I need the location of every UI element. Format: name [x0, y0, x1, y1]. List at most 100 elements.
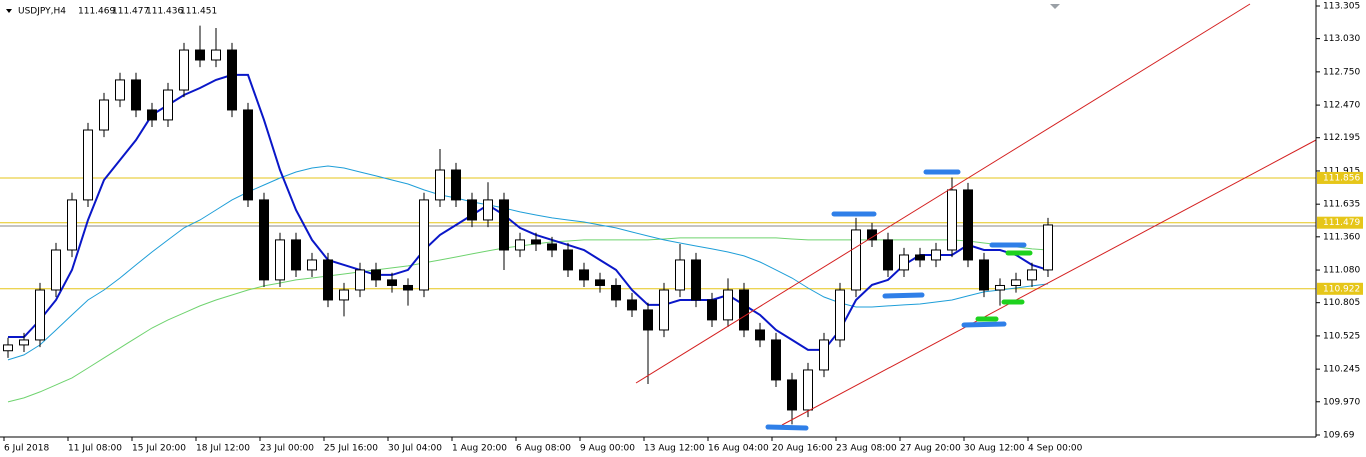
- candle-body: [883, 239, 893, 271]
- candle-body: [227, 49, 237, 111]
- candle-body: [787, 379, 797, 411]
- candle-body: [1011, 279, 1021, 286]
- candle-body: [579, 269, 589, 281]
- y-tick-label: 111.915: [1323, 166, 1360, 176]
- candle-body: [323, 259, 333, 301]
- candle-body: [819, 339, 829, 371]
- x-tick-label: 9 Aug 00:00: [580, 444, 635, 454]
- candle-body: [35, 289, 45, 341]
- candle-body: [899, 254, 909, 271]
- candle-body: [51, 249, 61, 291]
- candle-body: [3, 344, 13, 352]
- candle-body: [771, 339, 781, 381]
- candle-body: [483, 199, 493, 221]
- symbol-title: USDJPY,H4: [18, 7, 66, 17]
- candle-body: [915, 254, 925, 261]
- candle-body: [707, 299, 717, 321]
- x-tick-label: 27 Aug 20:00: [900, 444, 961, 454]
- candle-body: [387, 279, 397, 286]
- candle-body: [611, 284, 621, 301]
- x-tick-label: 6 Jul 2018: [4, 444, 49, 454]
- candle-body: [371, 269, 381, 281]
- candle-body: [1027, 269, 1037, 281]
- level-label-bg: [1317, 282, 1363, 295]
- x-tick-label: 15 Jul 20:00: [132, 444, 186, 454]
- candle-body: [339, 289, 349, 301]
- candle-body: [675, 259, 685, 291]
- candle-body: [755, 329, 765, 341]
- x-tick-label: 30 Aug 12:00: [964, 444, 1025, 454]
- candle-body: [99, 99, 109, 131]
- candle-body: [163, 89, 173, 121]
- y-tick-label: 112.470: [1323, 101, 1360, 111]
- trend-channel-upper: [635, 3, 1251, 384]
- level-label-bg: [1317, 216, 1363, 229]
- candle-body: [243, 109, 253, 201]
- y-tick-label: 113.305: [1323, 2, 1360, 12]
- level-label: 111.856: [1323, 173, 1360, 183]
- candle-body: [595, 279, 605, 286]
- candle-body: [515, 239, 525, 251]
- x-tick-label: 30 Jul 04:00: [388, 444, 442, 454]
- level-label-bg: [1317, 171, 1363, 184]
- plot-area: [0, 25, 1316, 425]
- y-tick-label: 111.635: [1323, 200, 1360, 210]
- candle-body: [851, 229, 861, 291]
- candle-body: [259, 199, 269, 281]
- x-tick-label: 11 Jul 08:00: [68, 444, 122, 454]
- candle-body: [179, 49, 189, 91]
- trend-channel-lower: [781, 139, 1317, 426]
- moving-average: [7, 165, 1049, 361]
- x-tick-label: 20 Aug 16:00: [772, 444, 833, 454]
- candle-body: [291, 239, 301, 271]
- candle-body: [355, 269, 365, 291]
- candle-body: [195, 49, 205, 61]
- quote-value: 111.436: [146, 7, 183, 17]
- moving-average: [8, 73, 1049, 351]
- level-label: 110.922: [1323, 284, 1360, 294]
- y-tick-label: 113.030: [1323, 34, 1360, 44]
- candle-body: [547, 243, 557, 251]
- candle-body: [627, 299, 637, 311]
- candle-body: [115, 79, 125, 101]
- y-tick-label: 112.195: [1323, 133, 1360, 143]
- x-tick-label: 23 Jul 00:00: [260, 444, 314, 454]
- candle-body: [275, 239, 285, 281]
- candle-body: [963, 189, 973, 261]
- marker-low: [765, 424, 809, 431]
- level-label: 111.479: [1323, 218, 1360, 228]
- candle-body: [499, 199, 509, 251]
- axes: 109.69 109.970 110.245 110.525 110.805 111.08…: [3, 2, 1363, 454]
- shift-marker: [1050, 4, 1060, 9]
- candle-body: [803, 369, 813, 411]
- x-tick-label: 25 Jul 16:00: [324, 444, 378, 454]
- candle-body: [931, 249, 941, 261]
- y-tick-label: 112.750: [1323, 67, 1360, 77]
- candle-body: [307, 259, 317, 271]
- menu-arrow[interactable]: [6, 9, 12, 13]
- candle-body: [67, 199, 77, 251]
- y-tick-label: 110.525: [1323, 331, 1360, 341]
- candle-body: [643, 309, 653, 331]
- candle-body: [435, 169, 445, 201]
- candle-body: [659, 289, 669, 331]
- candle-body: [739, 289, 749, 331]
- y-tick-label: 111.360: [1323, 232, 1360, 242]
- candle-body: [83, 129, 93, 201]
- candle-body: [995, 284, 1005, 291]
- candle-body: [211, 49, 221, 61]
- x-tick-label: 16 Aug 04:00: [708, 444, 769, 454]
- candle-body: [403, 284, 413, 291]
- y-tick-label: 109.970: [1323, 397, 1360, 407]
- candle-body: [451, 169, 461, 201]
- candle-body: [1043, 224, 1053, 271]
- candle-body: [419, 199, 429, 291]
- candle-body: [563, 249, 573, 271]
- y-tick-label: 110.805: [1323, 298, 1360, 308]
- x-tick-label: 4 Sep 00:00: [1028, 444, 1083, 454]
- candle-body: [979, 259, 989, 291]
- candle-body: [835, 289, 845, 341]
- x-tick-label: 18 Jul 12:00: [196, 444, 250, 454]
